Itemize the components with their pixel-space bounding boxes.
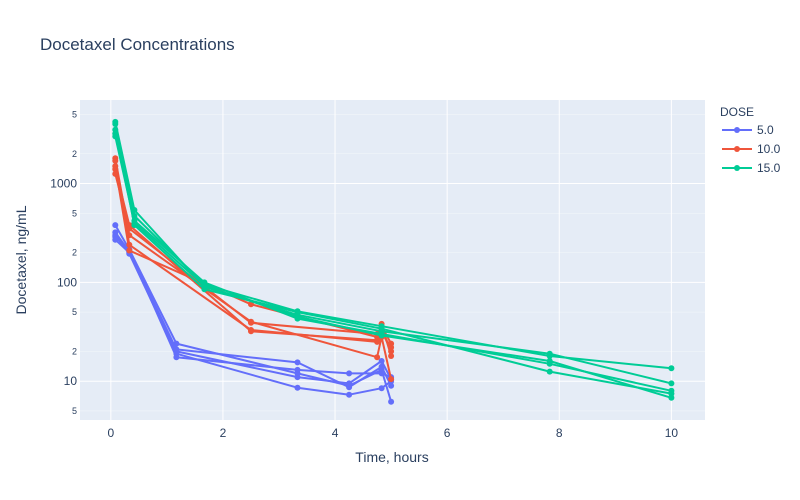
data-point	[668, 380, 675, 387]
data-point	[346, 380, 353, 387]
data-point	[294, 374, 301, 381]
legend-label: 15.0	[757, 161, 781, 175]
data-point	[668, 390, 675, 397]
data-point	[248, 328, 254, 335]
data-point	[294, 308, 301, 315]
data-point	[388, 340, 395, 347]
chart-title: Docetaxel Concentrations	[40, 35, 235, 54]
data-point	[378, 358, 385, 364]
data-point	[126, 247, 133, 254]
y-minor-tick-label: 5	[72, 109, 77, 119]
y-tick-label: 100	[57, 275, 77, 289]
data-point	[346, 391, 353, 398]
x-tick-label: 2	[220, 426, 227, 440]
data-point	[374, 354, 381, 361]
data-point	[294, 366, 301, 373]
data-point	[131, 219, 138, 226]
legend-swatch-marker	[734, 127, 740, 133]
y-minor-tick-label: 5	[72, 307, 77, 317]
data-point	[294, 313, 301, 320]
data-point	[112, 157, 119, 164]
legend: DOSE 5.0 10.0 15.0	[720, 105, 781, 175]
data-point	[388, 353, 395, 359]
legend-label: 10.0	[757, 142, 781, 156]
data-point	[112, 166, 119, 173]
x-tick-label: 6	[444, 426, 451, 440]
x-tick-label: 4	[332, 426, 339, 440]
data-point	[546, 353, 553, 359]
legend-swatch-marker	[734, 146, 740, 152]
data-point	[112, 236, 119, 243]
y-minor-tick-label: 2	[72, 346, 77, 356]
data-point	[173, 348, 180, 355]
data-point	[126, 222, 133, 229]
data-point	[378, 385, 385, 392]
y-minor-tick-label: 2	[72, 149, 77, 159]
data-point	[248, 319, 254, 326]
y-axis-title: Docetaxel, ng/mL	[13, 205, 29, 314]
x-tick-label: 0	[107, 426, 114, 440]
x-tick-label: 8	[556, 426, 563, 440]
data-point	[374, 337, 381, 344]
y-tick-label: 1000	[50, 177, 77, 191]
x-axis-ticks: 0 2 4 6 8 10	[107, 426, 678, 440]
data-point	[378, 332, 385, 339]
data-point	[668, 365, 675, 372]
data-point	[668, 394, 675, 401]
legend-swatch-marker	[734, 165, 740, 171]
series-15.0	[112, 118, 675, 401]
legend-label: 5.0	[757, 123, 774, 137]
data-point	[378, 323, 385, 330]
data-point	[294, 384, 301, 391]
data-point	[388, 382, 395, 389]
data-point	[546, 358, 553, 364]
data-point	[294, 359, 301, 366]
y-minor-tick-label: 5	[72, 406, 77, 416]
y-tick-label: 10	[64, 374, 78, 388]
data-point	[546, 368, 553, 375]
y-minor-tick-label: 2	[72, 248, 77, 258]
y-minor-tick-label: 5	[72, 208, 77, 218]
data-point	[112, 222, 119, 229]
data-point	[346, 370, 353, 377]
data-point	[112, 121, 119, 127]
data-point	[388, 376, 395, 383]
y-axis-ticks: 10 100 1000 5 2 5 2 5 2 5	[50, 109, 77, 416]
data-point	[112, 133, 119, 140]
data-point	[388, 398, 395, 405]
data-point	[378, 370, 385, 377]
data-point	[201, 282, 208, 289]
series-layer	[112, 118, 675, 405]
x-tick-label: 10	[665, 426, 679, 440]
data-point	[173, 354, 180, 361]
legend-title: DOSE	[720, 105, 754, 119]
x-axis-title: Time, hours	[355, 449, 428, 465]
